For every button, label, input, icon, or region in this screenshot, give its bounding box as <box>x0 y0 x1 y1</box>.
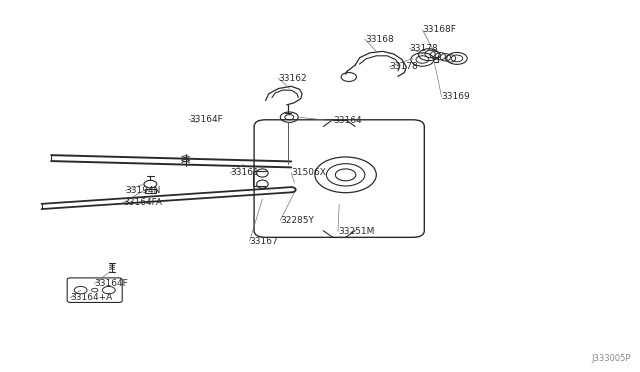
Text: 33251M: 33251M <box>338 227 374 236</box>
Text: 33178: 33178 <box>410 44 438 53</box>
Text: 33162: 33162 <box>278 74 307 83</box>
Text: 33169: 33169 <box>442 92 470 101</box>
Text: 33168F: 33168F <box>422 25 456 34</box>
Text: 33164F: 33164F <box>189 115 223 124</box>
Text: 33194N: 33194N <box>125 186 161 195</box>
Text: J333005P: J333005P <box>591 354 630 363</box>
Text: 32285Y: 32285Y <box>280 216 314 225</box>
Text: 31506X: 31506X <box>291 169 326 177</box>
Text: 33164+A: 33164+A <box>70 293 113 302</box>
Text: 33164F: 33164F <box>95 279 129 288</box>
Text: 33178: 33178 <box>389 62 418 71</box>
Text: 33168: 33168 <box>365 35 394 44</box>
Text: 33161: 33161 <box>230 169 259 177</box>
Text: 33164: 33164 <box>333 116 362 125</box>
Text: 33167: 33167 <box>250 237 278 246</box>
Text: 33164FA: 33164FA <box>123 198 162 207</box>
